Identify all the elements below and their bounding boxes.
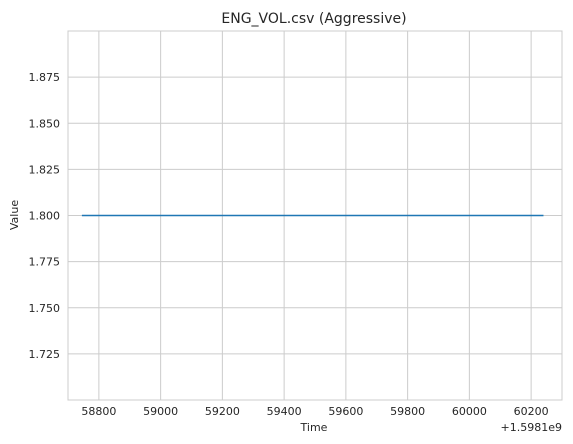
plot-frame	[67, 30, 563, 401]
x-tick-label: 59800	[390, 405, 425, 418]
x-tick-labels: 58800 59000 59200 59400 59600 59800 60000 60200	[81, 405, 548, 418]
y-tick-label: 1.875	[29, 71, 61, 84]
x-axis-label: Time	[300, 421, 328, 434]
x-tick-label: 59600	[328, 405, 363, 418]
y-tick-labels: 1.725 1.750 1.775 1.800 1.825 1.850 1.875	[29, 71, 61, 361]
x-tick-label: 59000	[143, 405, 178, 418]
y-axis-label: Value	[8, 200, 21, 230]
x-tick-label: 58800	[81, 405, 116, 418]
y-tick-label: 1.825	[29, 163, 61, 176]
y-tick-label: 1.725	[29, 348, 61, 361]
y-tick-label: 1.750	[29, 302, 61, 315]
y-tick-label: 1.775	[29, 256, 61, 269]
chart-title: ENG_VOL.csv (Aggressive)	[221, 11, 406, 27]
x-offset-label: +1.5981e9	[501, 421, 562, 434]
x-tick-label: 60000	[452, 405, 487, 418]
y-tick-label: 1.850	[29, 117, 61, 130]
y-tick-label: 1.800	[29, 210, 61, 223]
x-tick-label: 59400	[267, 405, 302, 418]
x-tick-label: 59200	[205, 405, 240, 418]
x-tick-label: 60200	[514, 405, 549, 418]
